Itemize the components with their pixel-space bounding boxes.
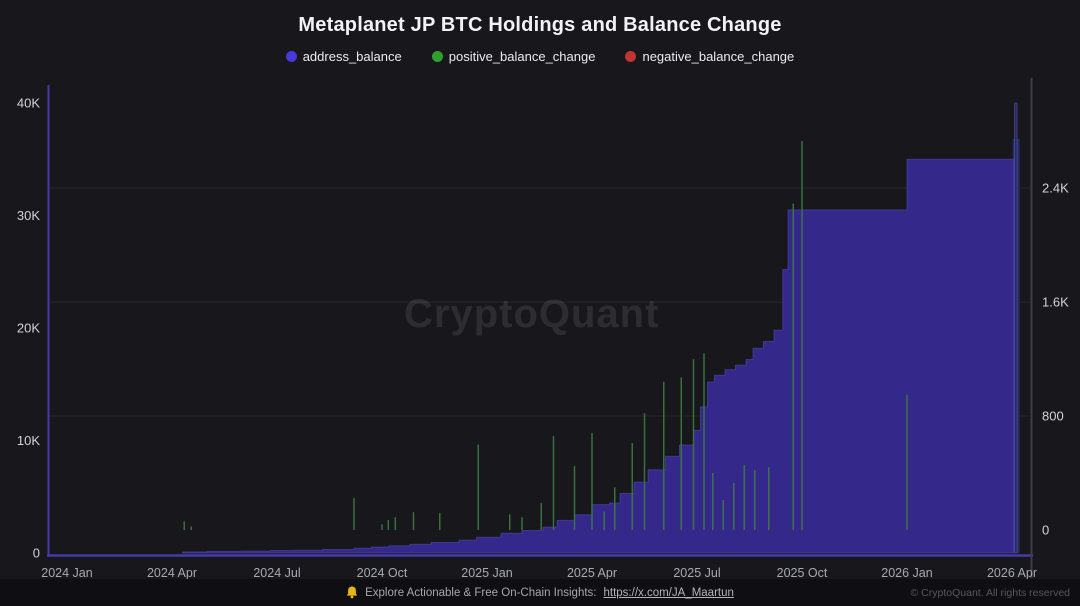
- positive-balance-change-dot-icon: [431, 51, 443, 62]
- svg-text:30K: 30K: [17, 208, 40, 223]
- svg-text:2024 Jan: 2024 Jan: [41, 566, 92, 580]
- svg-text:10K: 10K: [17, 433, 40, 448]
- legend-label: negative_balance_change: [642, 49, 795, 64]
- footer-link[interactable]: https://x.com/JA_Maartun: [603, 586, 734, 599]
- svg-text:2026 Apr: 2026 Apr: [987, 566, 1037, 580]
- svg-text:20K: 20K: [17, 321, 40, 336]
- legend-item-negative-balance-change[interactable]: negative_balance_change: [625, 49, 794, 64]
- legend-item-positive-balance-change[interactable]: positive_balance_change: [431, 49, 596, 64]
- svg-text:1.6K: 1.6K: [1042, 295, 1069, 310]
- svg-text:800: 800: [1042, 409, 1064, 424]
- footer-message: Explore Actionable & Free On-Chain Insig…: [365, 586, 597, 599]
- footer-bar: Explore Actionable & Free On-Chain Insig…: [0, 579, 1080, 606]
- svg-text:2025 Apr: 2025 Apr: [567, 566, 617, 580]
- chart-title: Metaplanet JP BTC Holdings and Balance C…: [298, 14, 782, 36]
- series-address-balance-final: [1012, 102, 1020, 554]
- copyright-text: © CryptoQuant. All rights reserved: [910, 587, 1070, 599]
- svg-text:2024 Oct: 2024 Oct: [357, 566, 408, 580]
- svg-text:2025 Jul: 2025 Jul: [673, 566, 720, 580]
- legend-label: positive_balance_change: [448, 49, 596, 64]
- series-positive-balance-change: [183, 140, 908, 531]
- svg-text:2025 Jan: 2025 Jan: [461, 566, 512, 580]
- svg-text:40K: 40K: [17, 96, 40, 111]
- y-axis-left-labels: 0 10K 20K 30K 40K: [17, 96, 40, 561]
- bell-icon: [346, 586, 358, 599]
- svg-text:0: 0: [33, 546, 40, 561]
- svg-text:2024 Jul: 2024 Jul: [253, 566, 300, 580]
- svg-text:2026 Jan: 2026 Jan: [881, 566, 932, 580]
- svg-text:0: 0: [1042, 523, 1049, 538]
- chart-canvas: 0 10K 20K 30K 40K 0 800 1.6K 2.4K 2024 Jan 2024 Ap…: [17, 78, 1069, 580]
- svg-text:2.4K: 2.4K: [1042, 181, 1069, 196]
- y-axis-right-labels: 0 800 1.6K 2.4K: [1042, 181, 1069, 538]
- negative-balance-change-dot-icon: [625, 51, 637, 62]
- svg-text:2025 Oct: 2025 Oct: [777, 566, 828, 580]
- address-balance-dot-icon: [285, 51, 297, 62]
- x-axis-labels: 2024 Jan 2024 Apr 2024 Jul 2024 Oct 2025 Jan…: [41, 566, 1037, 580]
- svg-text:2024 Apr: 2024 Apr: [147, 566, 197, 580]
- legend-item-address-balance[interactable]: address_balance: [285, 49, 402, 64]
- series-address-balance-area: [182, 158, 1015, 554]
- legend-label: address_balance: [302, 49, 402, 64]
- legend: address_balance positive_balance_change …: [0, 49, 1080, 64]
